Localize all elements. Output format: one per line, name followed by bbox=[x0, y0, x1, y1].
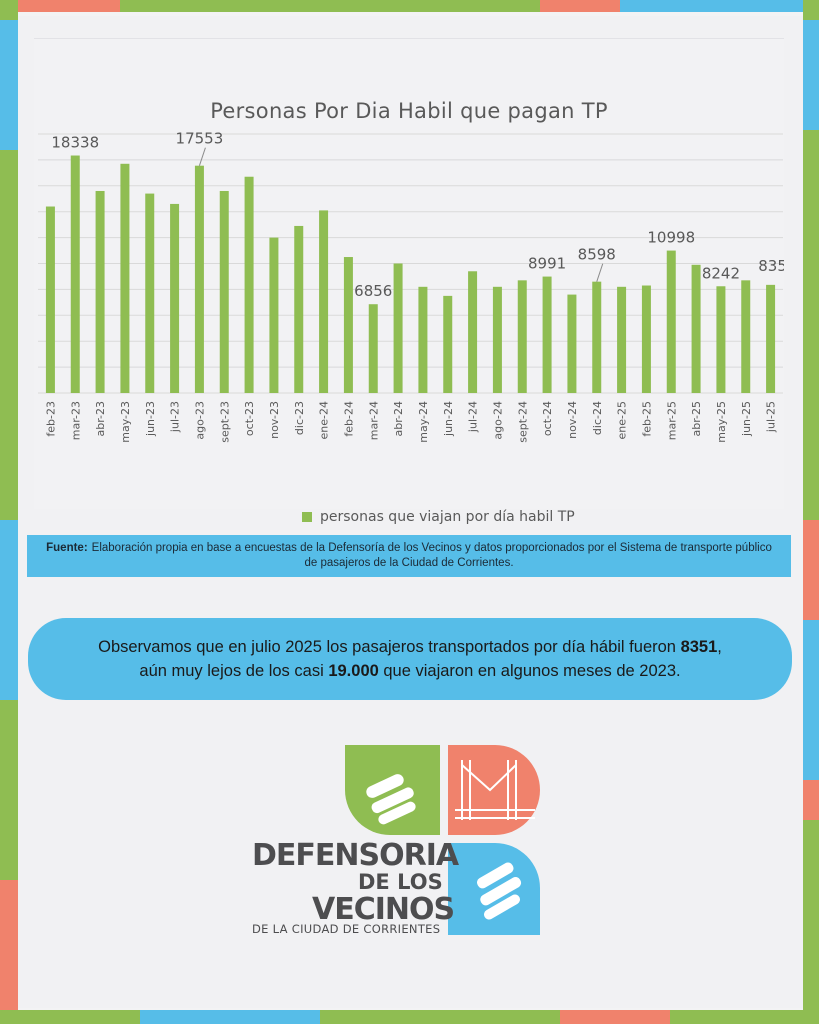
x-tick-label: may-25 bbox=[715, 401, 728, 443]
x-tick-label: abr-25 bbox=[690, 401, 703, 437]
source-label: Fuente: bbox=[46, 542, 88, 554]
x-tick-label: jun-23 bbox=[144, 401, 157, 437]
x-tick-label: abr-24 bbox=[392, 401, 405, 437]
bar-abr-23 bbox=[95, 190, 105, 393]
data-label-leader bbox=[198, 147, 206, 166]
data-label: 8991 bbox=[528, 255, 566, 273]
x-tick-label: oct-24 bbox=[541, 401, 554, 436]
x-tick-label: dic-24 bbox=[591, 401, 604, 435]
bar-mar-25 bbox=[666, 250, 676, 393]
x-tick-label: ene-24 bbox=[318, 401, 331, 439]
logo-line-4: DE LA CIUDAD DE CORRIENTES bbox=[252, 922, 441, 936]
bar-abr-24 bbox=[393, 263, 403, 393]
bar-nov-24 bbox=[567, 294, 577, 393]
data-label: 8242 bbox=[702, 264, 740, 282]
summary-callout: Observamos que en julio 2025 los pasajer… bbox=[28, 618, 792, 700]
legend-label: personas que viajan por día habil TP bbox=[320, 509, 575, 525]
x-tick-label: ene-25 bbox=[616, 401, 629, 439]
highlight-value-july: 8351 bbox=[680, 638, 718, 656]
x-tick-label: sept-23 bbox=[218, 401, 231, 443]
x-tick-label: jul-23 bbox=[169, 401, 182, 433]
bar-ene-24 bbox=[319, 210, 329, 393]
chart-legend: personas que viajan por día habil TP bbox=[302, 509, 575, 525]
bar-nov-23 bbox=[269, 237, 279, 393]
data-label-leader bbox=[596, 263, 604, 282]
source-note: Fuente: Elaboración propia en base a encu… bbox=[27, 535, 791, 577]
x-tick-label: mar-25 bbox=[665, 401, 678, 440]
bar-oct-24 bbox=[542, 276, 552, 393]
bar-jun-24 bbox=[443, 295, 453, 393]
logo-line-1: DEFENSORIA bbox=[252, 838, 459, 873]
x-tick-label: ago-23 bbox=[193, 401, 206, 440]
bar-oct-23 bbox=[244, 176, 254, 393]
x-tick-label: feb-25 bbox=[640, 401, 653, 437]
highlight-value-2023: 19.000 bbox=[328, 662, 379, 680]
chart-title: Personas Por Dia Habil que pagan TP bbox=[210, 99, 608, 123]
bar-abr-25 bbox=[691, 264, 701, 393]
x-tick-label: jul-24 bbox=[467, 401, 480, 433]
logo-line-2: DE LOS bbox=[358, 870, 443, 894]
legend-swatch bbox=[302, 512, 312, 522]
bar-chart: feb-23 mar-23 abr-23 may-23 jun-23 jul-23 ago-… bbox=[38, 130, 784, 443]
bar-feb-24 bbox=[343, 257, 353, 393]
bar-may-23 bbox=[120, 163, 130, 393]
bar-mar-23 bbox=[70, 155, 80, 393]
bar-jul-24 bbox=[468, 271, 478, 393]
bar-sept-24 bbox=[517, 280, 527, 393]
x-tick-label: sept-24 bbox=[516, 401, 529, 443]
bar-jul-23 bbox=[170, 203, 180, 393]
bar-jun-23 bbox=[145, 193, 155, 393]
x-tick-label: oct-23 bbox=[243, 401, 256, 436]
data-label: 6856 bbox=[354, 282, 392, 300]
x-tick-label: nov-24 bbox=[566, 401, 579, 439]
logo-graphic bbox=[345, 745, 540, 935]
summary-line-2: aún muy lejos de los casi 19.000 que via… bbox=[139, 662, 681, 680]
x-tick-label: dic-23 bbox=[293, 401, 306, 435]
data-label: 835 bbox=[758, 257, 784, 275]
chart-card: feb-23 mar-23 abr-23 may-23 jun-23 jul-23 ago-… bbox=[34, 38, 784, 525]
bar-may-25 bbox=[716, 286, 726, 393]
data-label: 17553 bbox=[176, 130, 224, 148]
source-text: Elaboración propia en base a encuestas d… bbox=[91, 542, 772, 569]
x-tick-label: nov-23 bbox=[268, 401, 281, 439]
bar-jul-25 bbox=[766, 284, 776, 393]
bar-ago-23 bbox=[194, 165, 204, 393]
bar-feb-23 bbox=[45, 206, 55, 393]
data-label: 10998 bbox=[647, 229, 695, 247]
bar-jun-25 bbox=[741, 280, 751, 393]
x-tick-label: mar-24 bbox=[367, 401, 380, 440]
bar-ago-24 bbox=[492, 286, 502, 393]
defensoria-logo: DEFENSORIA DE LOS VECINOS DE LA CIUDAD D… bbox=[250, 740, 550, 940]
x-tick-label: may-23 bbox=[119, 401, 132, 443]
bar-feb-25 bbox=[641, 285, 651, 393]
x-tick-label: feb-24 bbox=[342, 401, 355, 437]
x-tick-label: mar-23 bbox=[69, 401, 82, 440]
x-tick-label: ago-24 bbox=[491, 401, 504, 440]
x-tick-label: abr-23 bbox=[94, 401, 107, 437]
x-tick-label: jun-24 bbox=[442, 401, 455, 437]
data-label: 18338 bbox=[51, 134, 99, 152]
x-tick-label: jul-25 bbox=[765, 401, 778, 433]
bar-may-24 bbox=[418, 286, 428, 393]
summary-line-1: Observamos que en julio 2025 los pasajer… bbox=[98, 638, 722, 656]
logo-line-3: VECINOS bbox=[312, 892, 455, 927]
x-tick-label: jun-25 bbox=[740, 401, 753, 437]
bar-dic-23 bbox=[294, 225, 304, 393]
x-tick-label: feb-23 bbox=[44, 401, 57, 437]
bar-sept-23 bbox=[219, 190, 229, 393]
bar-dic-24 bbox=[592, 281, 602, 393]
x-tick-label: may-24 bbox=[417, 401, 430, 443]
data-label: 8598 bbox=[578, 246, 616, 264]
bar-ene-25 bbox=[617, 286, 627, 393]
bar-mar-24 bbox=[368, 304, 378, 393]
